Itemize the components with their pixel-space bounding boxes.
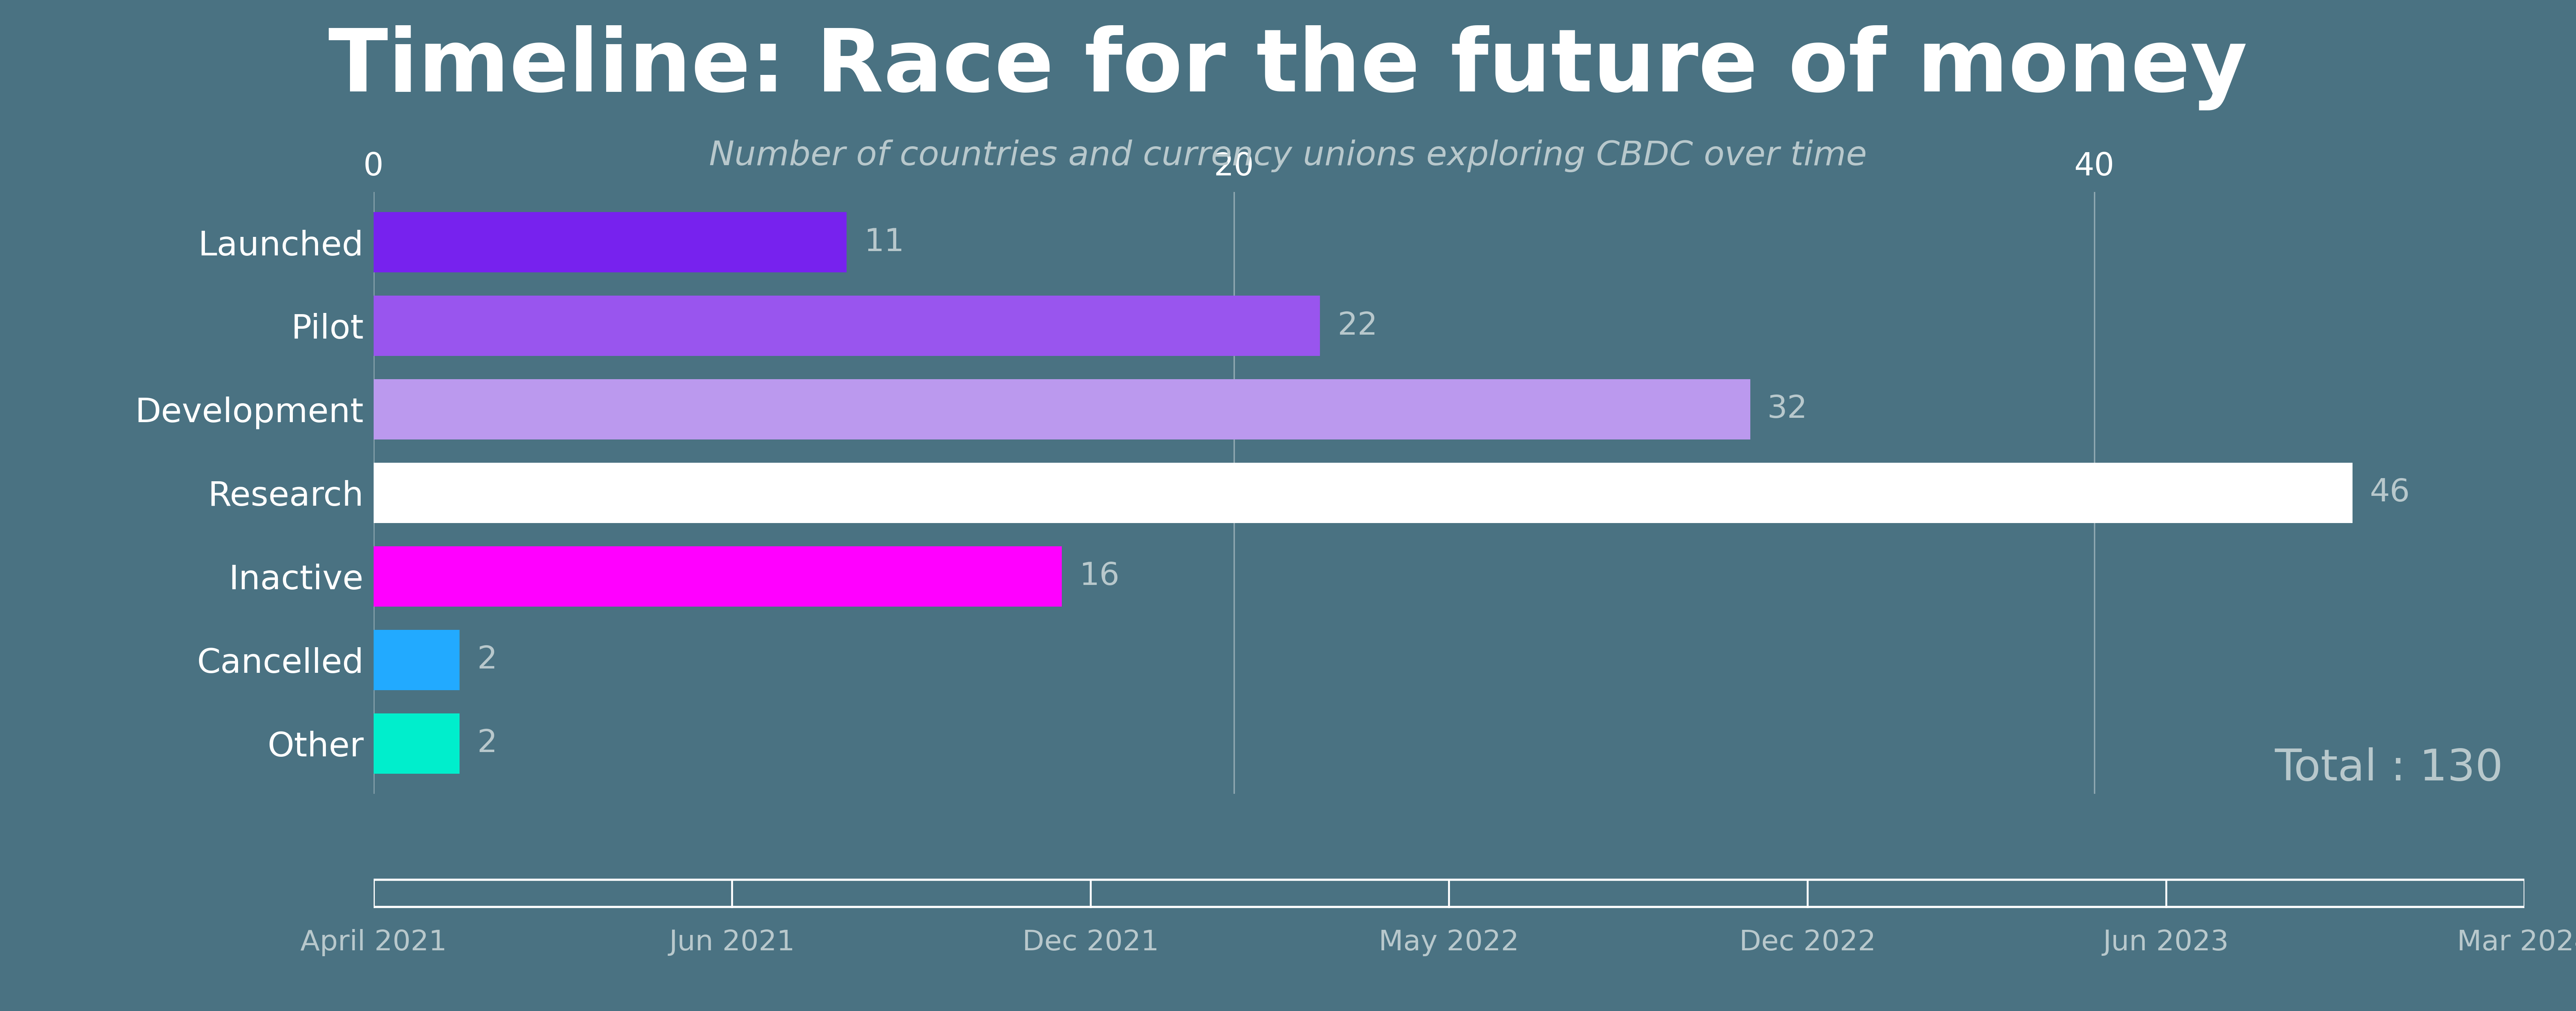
Text: Dec 2022: Dec 2022 — [1739, 929, 1875, 956]
Text: 11: 11 — [863, 226, 904, 258]
Text: 2: 2 — [477, 645, 497, 675]
Text: 32: 32 — [1767, 394, 1808, 425]
Text: 2: 2 — [477, 728, 497, 759]
Bar — [374, 379, 1749, 440]
Text: Jun 2023: Jun 2023 — [2102, 929, 2228, 956]
Text: 46: 46 — [2370, 477, 2411, 509]
Text: May 2022: May 2022 — [1378, 929, 1520, 956]
Text: April 2021: April 2021 — [301, 929, 446, 956]
Text: Dec 2021: Dec 2021 — [1023, 929, 1159, 956]
Text: Jun 2021: Jun 2021 — [670, 929, 796, 956]
Bar — [374, 630, 459, 691]
Text: 16: 16 — [1079, 561, 1121, 591]
Bar — [374, 212, 848, 272]
Text: 22: 22 — [1337, 310, 1378, 341]
Text: Timeline: Race for the future of money: Timeline: Race for the future of money — [330, 25, 2246, 110]
Text: Total : 130: Total : 130 — [2275, 747, 2504, 790]
Bar — [374, 295, 1319, 356]
Bar — [374, 546, 1061, 607]
Bar — [374, 463, 2352, 523]
Text: Mar 2024: Mar 2024 — [2458, 929, 2576, 956]
Text: Number of countries and currency unions exploring CBDC over time: Number of countries and currency unions … — [708, 140, 1868, 172]
Bar — [374, 714, 459, 773]
